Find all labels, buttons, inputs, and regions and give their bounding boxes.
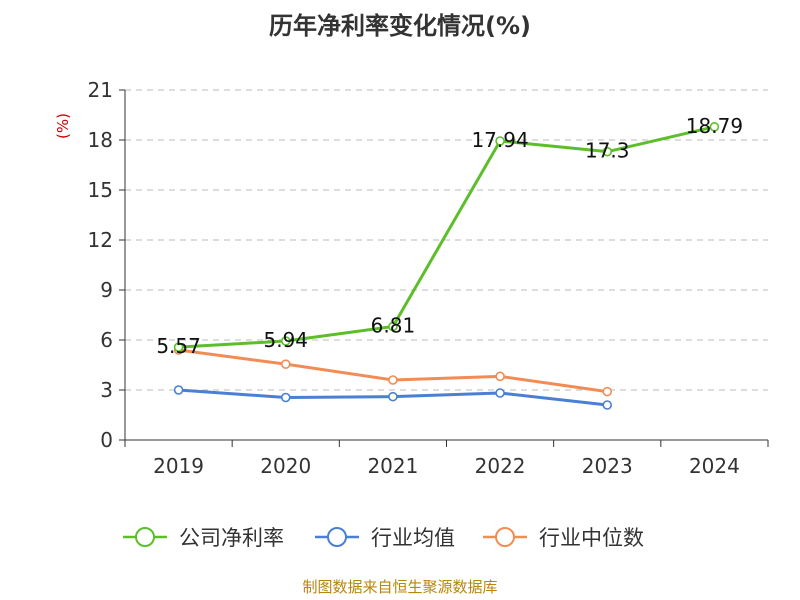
series-1 [173,385,613,410]
data-point[interactable] [388,391,398,402]
data-label: 5.57 [156,334,201,358]
data-point[interactable] [280,392,291,403]
series-line [178,125,715,349]
data-label: 18.79 [686,114,743,138]
series-2 [173,345,613,397]
y-tick-label: 15 [88,178,113,202]
y-tick-label: 3 [100,378,113,402]
legend[interactable]: 公司净利率 行业均值 行业中位数 [123,526,644,550]
data-point[interactable] [388,321,398,332]
data-point[interactable] [280,359,291,369]
data-label: 5.94 [263,328,308,352]
data-point[interactable] [602,386,613,397]
x-tick-label: 2020 [260,454,311,478]
y-tick-label: 18 [88,128,113,152]
legend-marker [495,527,515,547]
axes: 0 3 6 9 12 15 18 21 2019 2020 2021 2022 2023 2024 [88,78,769,478]
chart-title: 历年净利率变化情况(%) [269,12,531,40]
data-point[interactable] [602,146,613,157]
data-point[interactable] [173,385,184,395]
source-note: 制图数据来自恒生聚源数据库 [302,578,497,596]
legend-marker [327,527,347,547]
grid-lines [125,89,768,391]
legend-item-0[interactable]: 公司净利率 [123,526,284,550]
data-point[interactable] [280,336,291,346]
legend-item-2[interactable]: 行业中位数 [483,526,644,550]
series-layer [173,122,720,410]
data-point[interactable] [495,388,505,398]
data-label: 6.81 [371,314,416,338]
x-tick-label: 2023 [582,454,633,478]
data-point[interactable] [173,342,184,352]
data-point[interactable] [495,136,505,146]
legend-label: 行业中位数 [539,526,644,550]
data-point[interactable] [388,375,398,385]
y-tick-label: 0 [100,428,113,452]
legend-marker [135,527,155,547]
series-0 [173,122,720,352]
y-tick-label: 6 [100,328,113,352]
data-point[interactable] [709,122,720,132]
legend-label: 行业均值 [371,526,455,550]
y-tick-label: 12 [88,228,113,252]
data-label: 17.3 [585,139,630,163]
y-tick-label: 21 [88,78,113,102]
y-axis-unit-label: (%) [54,113,72,139]
x-tick-label: 2021 [367,454,418,478]
x-tick-label: 2024 [689,454,740,478]
data-labels: 5.57 5.94 6.81 17.94 17.3 18.79 [156,114,743,358]
legend-item-1[interactable]: 行业均值 [315,526,455,550]
series-line [178,348,608,394]
data-label: 17.94 [471,128,528,152]
y-tick-label: 9 [100,278,113,302]
x-tick-label: 2022 [475,454,526,478]
data-point[interactable] [602,400,613,410]
data-point[interactable] [495,371,505,382]
x-tick-label: 2019 [153,454,204,478]
legend-label: 公司净利率 [179,526,284,550]
